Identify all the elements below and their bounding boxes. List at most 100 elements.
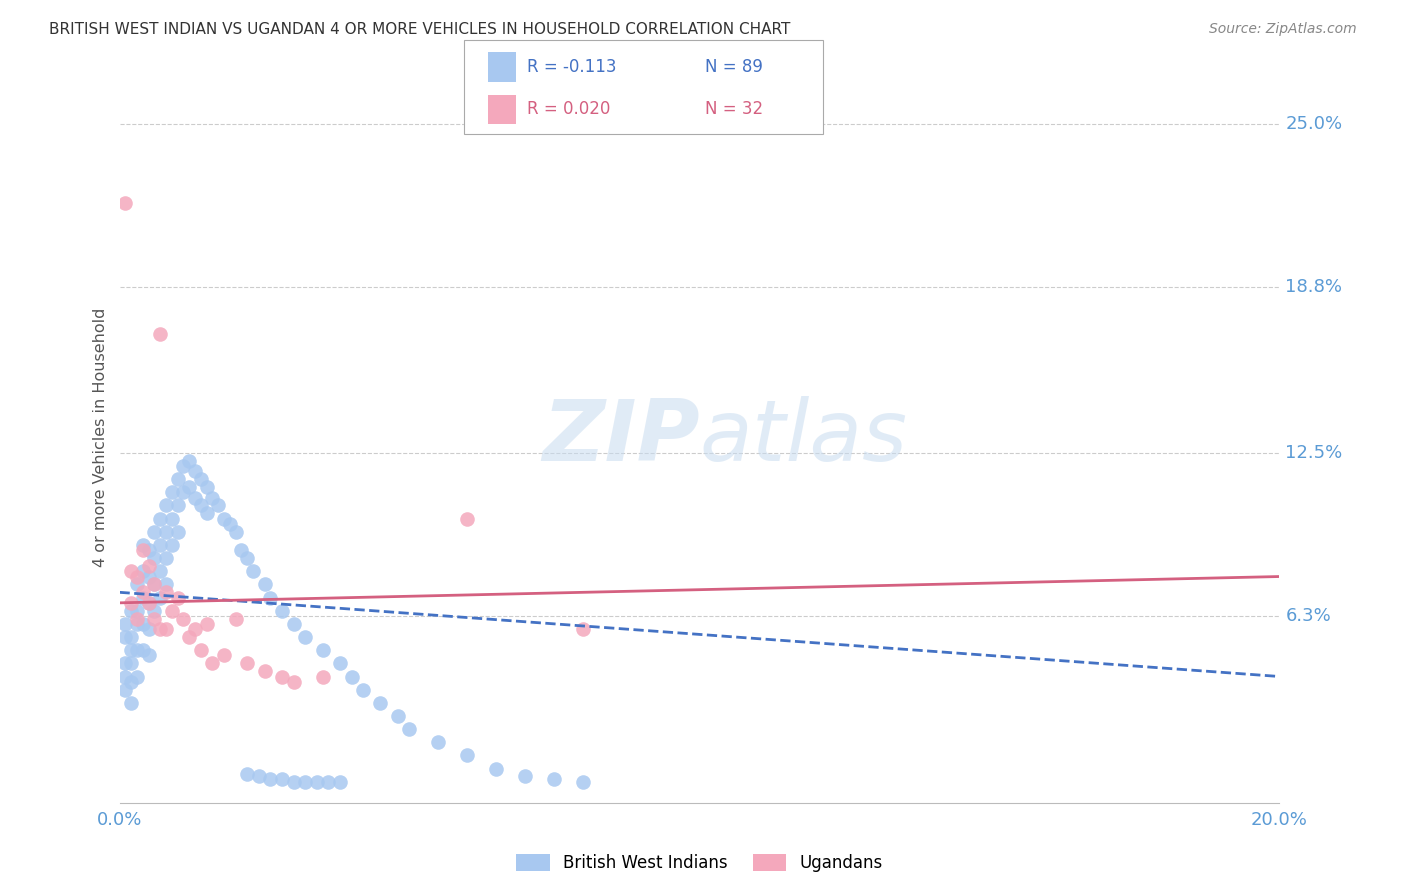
Text: 6.3%: 6.3%	[1285, 607, 1331, 625]
Point	[125, 612, 148, 626]
Point	[149, 511, 172, 525]
Point	[143, 551, 166, 566]
Point	[543, 772, 565, 786]
Point	[283, 774, 305, 789]
Point	[340, 669, 363, 683]
Point	[352, 682, 374, 697]
Text: 25.0%: 25.0%	[1285, 115, 1343, 133]
Point	[294, 630, 316, 644]
Text: 18.8%: 18.8%	[1285, 278, 1343, 296]
Point	[294, 774, 316, 789]
Point	[253, 665, 276, 679]
Text: R = 0.020: R = 0.020	[527, 100, 610, 118]
Point	[195, 616, 218, 631]
Point	[143, 524, 166, 539]
Point	[160, 485, 183, 500]
Point	[160, 604, 183, 618]
Point	[166, 472, 188, 486]
Point	[456, 748, 478, 763]
Point	[149, 591, 172, 605]
Point	[120, 596, 142, 610]
Text: BRITISH WEST INDIAN VS UGANDAN 4 OR MORE VEHICLES IN HOUSEHOLD CORRELATION CHART: BRITISH WEST INDIAN VS UGANDAN 4 OR MORE…	[49, 22, 790, 37]
Text: atlas: atlas	[699, 395, 907, 479]
Point	[398, 722, 420, 736]
Point	[177, 630, 201, 644]
Point	[143, 612, 166, 626]
Point	[236, 657, 259, 671]
Point	[132, 564, 155, 578]
Y-axis label: 4 or more Vehicles in Household: 4 or more Vehicles in Household	[93, 308, 108, 566]
Point	[155, 499, 177, 513]
Point	[212, 648, 235, 663]
Point	[149, 622, 172, 636]
Point	[114, 657, 136, 671]
Point	[270, 604, 292, 618]
Point	[166, 524, 188, 539]
Point	[160, 538, 183, 552]
Point	[195, 480, 218, 494]
Point	[155, 577, 177, 591]
Text: 12.5%: 12.5%	[1285, 444, 1343, 462]
Point	[270, 772, 292, 786]
Point	[114, 616, 136, 631]
Legend: British West Indians, Ugandans: British West Indians, Ugandans	[510, 847, 889, 879]
Point	[143, 604, 166, 618]
Point	[155, 622, 177, 636]
Point	[132, 538, 155, 552]
Point	[190, 472, 212, 486]
Point	[172, 485, 194, 500]
Point	[132, 591, 155, 605]
Point	[212, 511, 235, 525]
Point	[120, 643, 142, 657]
Text: R = -0.113: R = -0.113	[527, 58, 617, 76]
Point	[120, 657, 142, 671]
Point	[125, 569, 148, 583]
Point	[155, 585, 177, 599]
Point	[427, 735, 450, 749]
Point	[114, 669, 136, 683]
Point	[270, 669, 292, 683]
Point	[207, 499, 229, 513]
Point	[138, 596, 160, 610]
Point	[242, 564, 264, 578]
Point	[125, 577, 148, 591]
Text: N = 32: N = 32	[706, 100, 763, 118]
Point	[114, 682, 136, 697]
Point	[155, 524, 177, 539]
Point	[160, 511, 183, 525]
Point	[316, 774, 339, 789]
Point	[125, 616, 148, 631]
Point	[247, 770, 270, 784]
Text: ZIP: ZIP	[541, 395, 699, 479]
Point	[231, 543, 253, 558]
Point	[184, 491, 207, 505]
Point	[456, 511, 478, 525]
Point	[138, 648, 160, 663]
Point	[515, 770, 537, 784]
Point	[125, 604, 148, 618]
Text: Source: ZipAtlas.com: Source: ZipAtlas.com	[1209, 22, 1357, 37]
Point	[225, 524, 247, 539]
Point	[143, 577, 166, 591]
Point	[149, 564, 172, 578]
Point	[201, 657, 224, 671]
Point	[149, 327, 172, 342]
Point	[138, 543, 160, 558]
Point	[259, 772, 281, 786]
Point	[259, 591, 281, 605]
Point	[370, 696, 392, 710]
Point	[132, 585, 155, 599]
Point	[177, 480, 201, 494]
Point	[138, 596, 160, 610]
Point	[138, 622, 160, 636]
Point	[114, 630, 136, 644]
Point	[149, 538, 172, 552]
Point	[132, 643, 155, 657]
Point	[177, 454, 201, 468]
Point	[125, 643, 148, 657]
Point	[190, 643, 212, 657]
Point	[172, 458, 194, 473]
Point	[166, 499, 188, 513]
Point	[120, 696, 142, 710]
Point	[138, 559, 160, 574]
